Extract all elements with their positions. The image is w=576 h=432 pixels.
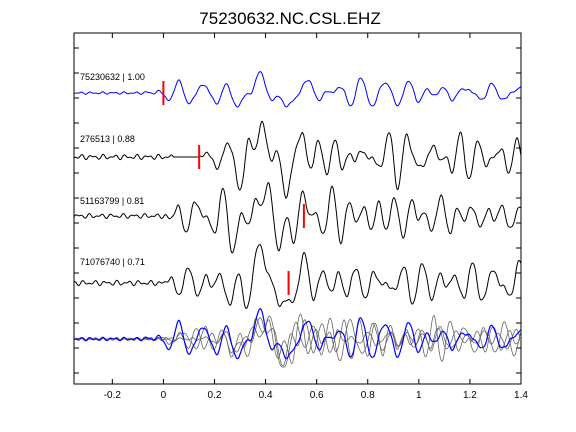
plot-frame <box>73 32 522 385</box>
x-tick-label: 1 <box>416 390 422 401</box>
stack-traces <box>73 308 522 368</box>
x-tick-label: 0.6 <box>310 390 324 401</box>
y-ticks <box>74 47 521 374</box>
trace-group: 75230632 | 1.00 276513 | 0.88 51163799 | 0… <box>73 71 522 309</box>
waveform-line <box>73 182 522 254</box>
trace-label: 276513 | 0.88 <box>80 134 135 144</box>
stack-trace-gray <box>73 315 522 368</box>
x-tick-label: 0.8 <box>361 390 375 401</box>
trace-4: 71076740 | 0.71 <box>73 244 522 309</box>
waveform-line <box>73 120 522 199</box>
trace-label: 75230632 | 1.00 <box>80 72 145 82</box>
waveform-line <box>73 244 522 309</box>
chart-title: 75230632.NC.CSL.EHZ <box>199 9 380 28</box>
x-tick-label: 1.2 <box>463 390 477 401</box>
trace-1: 75230632 | 1.00 <box>73 71 522 108</box>
x-axis: -0.2 0 0.2 0.4 0.6 0.8 1 1.2 1.4 <box>104 33 528 401</box>
x-tick-label: 0.4 <box>259 390 273 401</box>
x-tick-label: -0.2 <box>104 390 122 401</box>
x-tick-label: 0.2 <box>208 390 222 401</box>
x-tick-label: 1.4 <box>514 390 528 401</box>
trace-3: 51163799 | 0.81 <box>73 182 522 254</box>
trace-label: 71076740 | 0.71 <box>80 257 145 267</box>
x-tick-label: 0 <box>161 390 167 401</box>
stack-trace-blue <box>73 308 522 360</box>
trace-label: 51163799 | 0.81 <box>80 196 144 206</box>
waveform-line <box>73 71 522 108</box>
trace-2: 276513 | 0.88 <box>73 120 522 199</box>
